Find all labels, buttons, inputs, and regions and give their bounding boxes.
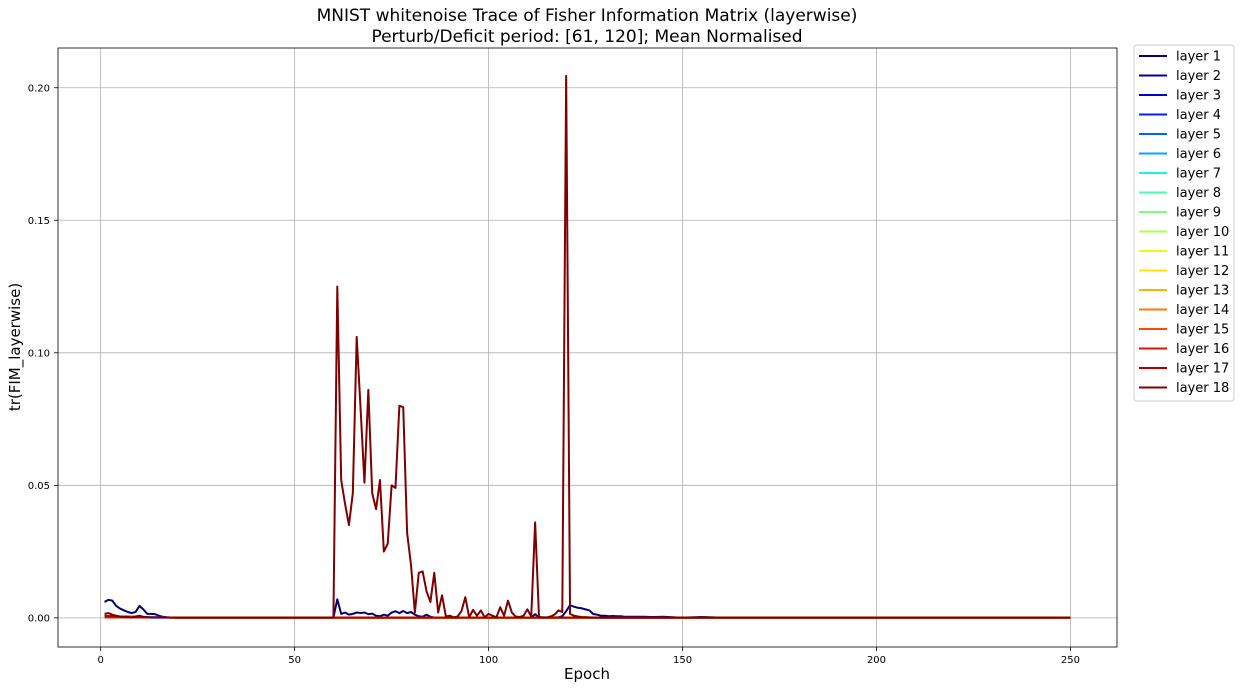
series-line-layer-18 bbox=[104, 74, 1071, 619]
legend-label: layer 1 bbox=[1176, 50, 1221, 65]
legend-label: layer 15 bbox=[1176, 323, 1229, 338]
plot-area-frame bbox=[57, 47, 1118, 648]
legend-label: layer 11 bbox=[1176, 245, 1229, 260]
x-tick-label: 50 bbox=[288, 655, 301, 666]
legend-label: layer 13 bbox=[1176, 284, 1229, 299]
y-axis-label: tr(FIM_layerwise) bbox=[6, 283, 25, 411]
y-axis-ticks: 0.00 0.05 0.10 0.15 0.20 bbox=[28, 83, 58, 624]
y-tick-label: 0.15 bbox=[28, 216, 50, 227]
chart-title: MNIST whitenoise Trace of Fisher Informa… bbox=[317, 6, 858, 26]
y-tick-label: 0.10 bbox=[28, 348, 50, 359]
legend: layer 1 layer 2 layer 3 layer 4 layer 5 layer… bbox=[1133, 44, 1235, 402]
y-tick-label: 0.05 bbox=[28, 481, 50, 492]
legend-label: layer 3 bbox=[1176, 89, 1221, 104]
legend-label: layer 6 bbox=[1176, 147, 1221, 162]
legend-label: layer 5 bbox=[1176, 128, 1221, 143]
legend-label: layer 10 bbox=[1176, 225, 1229, 240]
x-tick-label: 150 bbox=[673, 655, 692, 666]
x-tick-label: 250 bbox=[1061, 655, 1080, 666]
legend-label: layer 8 bbox=[1176, 186, 1221, 201]
x-tick-label: 100 bbox=[479, 655, 498, 666]
x-axis-ticks: 0 50 100 150 200 250 bbox=[97, 647, 1080, 666]
series-layer bbox=[104, 74, 1071, 619]
legend-label: layer 16 bbox=[1176, 342, 1229, 357]
legend-label: layer 14 bbox=[1176, 303, 1229, 318]
y-tick-label: 0.00 bbox=[28, 613, 50, 624]
legend-label: layer 4 bbox=[1176, 108, 1221, 123]
legend-label: layer 12 bbox=[1176, 264, 1229, 279]
legend-label: layer 9 bbox=[1176, 206, 1221, 221]
x-axis-label: Epoch bbox=[564, 665, 610, 683]
legend-label: layer 7 bbox=[1176, 167, 1221, 182]
y-tick-label: 0.20 bbox=[28, 83, 50, 94]
legend-label: layer 18 bbox=[1176, 381, 1229, 396]
chart-subtitle: Perturb/Deficit period: [61, 120]; Mean … bbox=[371, 27, 802, 47]
legend-label: layer 2 bbox=[1176, 69, 1221, 84]
x-tick-label: 0 bbox=[97, 655, 103, 666]
x-tick-label: 200 bbox=[867, 655, 886, 666]
legend-label: layer 17 bbox=[1176, 362, 1229, 377]
